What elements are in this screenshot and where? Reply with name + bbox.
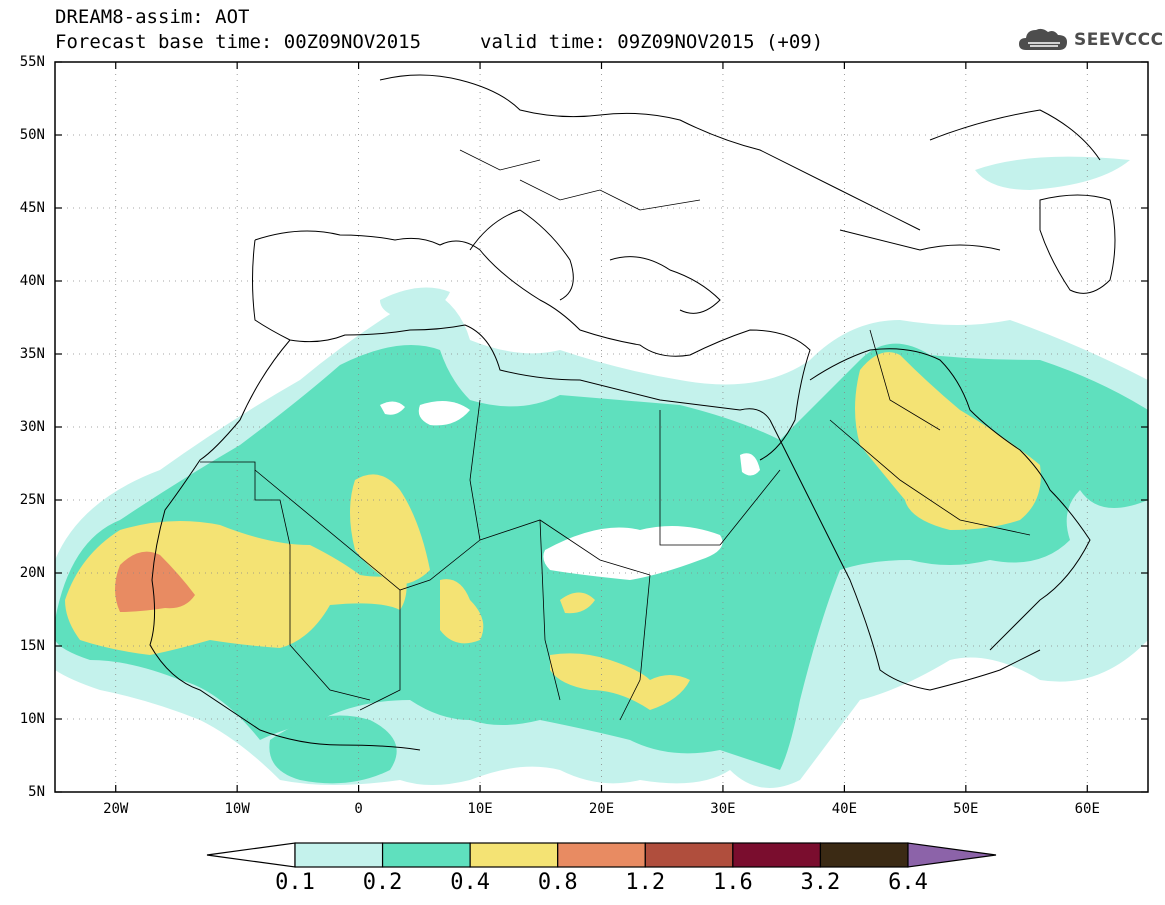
lat-label: 10N bbox=[19, 711, 45, 727]
colorbar-level-label: 1.2 bbox=[625, 870, 666, 895]
colorbar-level-label: 0.2 bbox=[362, 870, 403, 895]
lon-label: 20E bbox=[588, 801, 615, 817]
aot-contour-0.8 bbox=[115, 551, 195, 612]
forecast-subtitle: Forecast base time: 00Z09NOV2015 valid ti… bbox=[55, 31, 823, 53]
lon-label: 10W bbox=[224, 801, 250, 817]
map-title: DREAM8-assim: AOT bbox=[55, 6, 250, 28]
lat-label: 20N bbox=[19, 565, 45, 581]
colorbar-level-label: 0.1 bbox=[275, 870, 315, 895]
colorbar-level-label: 0.4 bbox=[450, 870, 491, 895]
lon-label: 40E bbox=[831, 801, 858, 817]
lon-label: 10E bbox=[467, 801, 493, 817]
colorbar-level-label: 3.2 bbox=[800, 870, 841, 895]
lat-label: 50N bbox=[19, 127, 45, 143]
colorbar-level-label: 6.4 bbox=[888, 870, 928, 895]
cloud-icon bbox=[1019, 28, 1067, 50]
seevccc-logo: SEEVCCC bbox=[1018, 24, 1164, 56]
logo-text: SEEVCCC bbox=[1074, 30, 1164, 50]
lat-label: 55N bbox=[19, 54, 45, 70]
lon-label: 60E bbox=[1074, 801, 1100, 817]
lat-label: 30N bbox=[19, 419, 45, 435]
forecast-base-time: Forecast base time: 00Z09NOV2015 bbox=[55, 31, 422, 53]
lon-label: 50E bbox=[953, 801, 979, 817]
lat-label: 45N bbox=[19, 200, 45, 216]
lon-label: 20W bbox=[103, 801, 129, 817]
lon-label: 0 bbox=[354, 801, 363, 817]
lat-label: 40N bbox=[19, 273, 45, 289]
lat-label: 25N bbox=[19, 492, 45, 508]
colorbar-level-label: 0.8 bbox=[537, 870, 578, 895]
lat-label: 35N bbox=[19, 346, 45, 362]
aot-field bbox=[55, 156, 1148, 788]
lat-label: 15N bbox=[19, 638, 45, 654]
lon-label: 30E bbox=[710, 801, 736, 817]
colorbar-level-label: 1.6 bbox=[712, 870, 753, 895]
lat-label: 5N bbox=[28, 784, 45, 800]
graticule bbox=[55, 62, 1148, 792]
axis-ticks bbox=[55, 61, 1148, 793]
valid-time: valid time: 09Z09NOV2015 (+09) bbox=[480, 31, 824, 53]
aot-gaps bbox=[380, 401, 760, 580]
coastlines bbox=[149, 74, 1116, 751]
country-borders bbox=[200, 149, 1031, 721]
